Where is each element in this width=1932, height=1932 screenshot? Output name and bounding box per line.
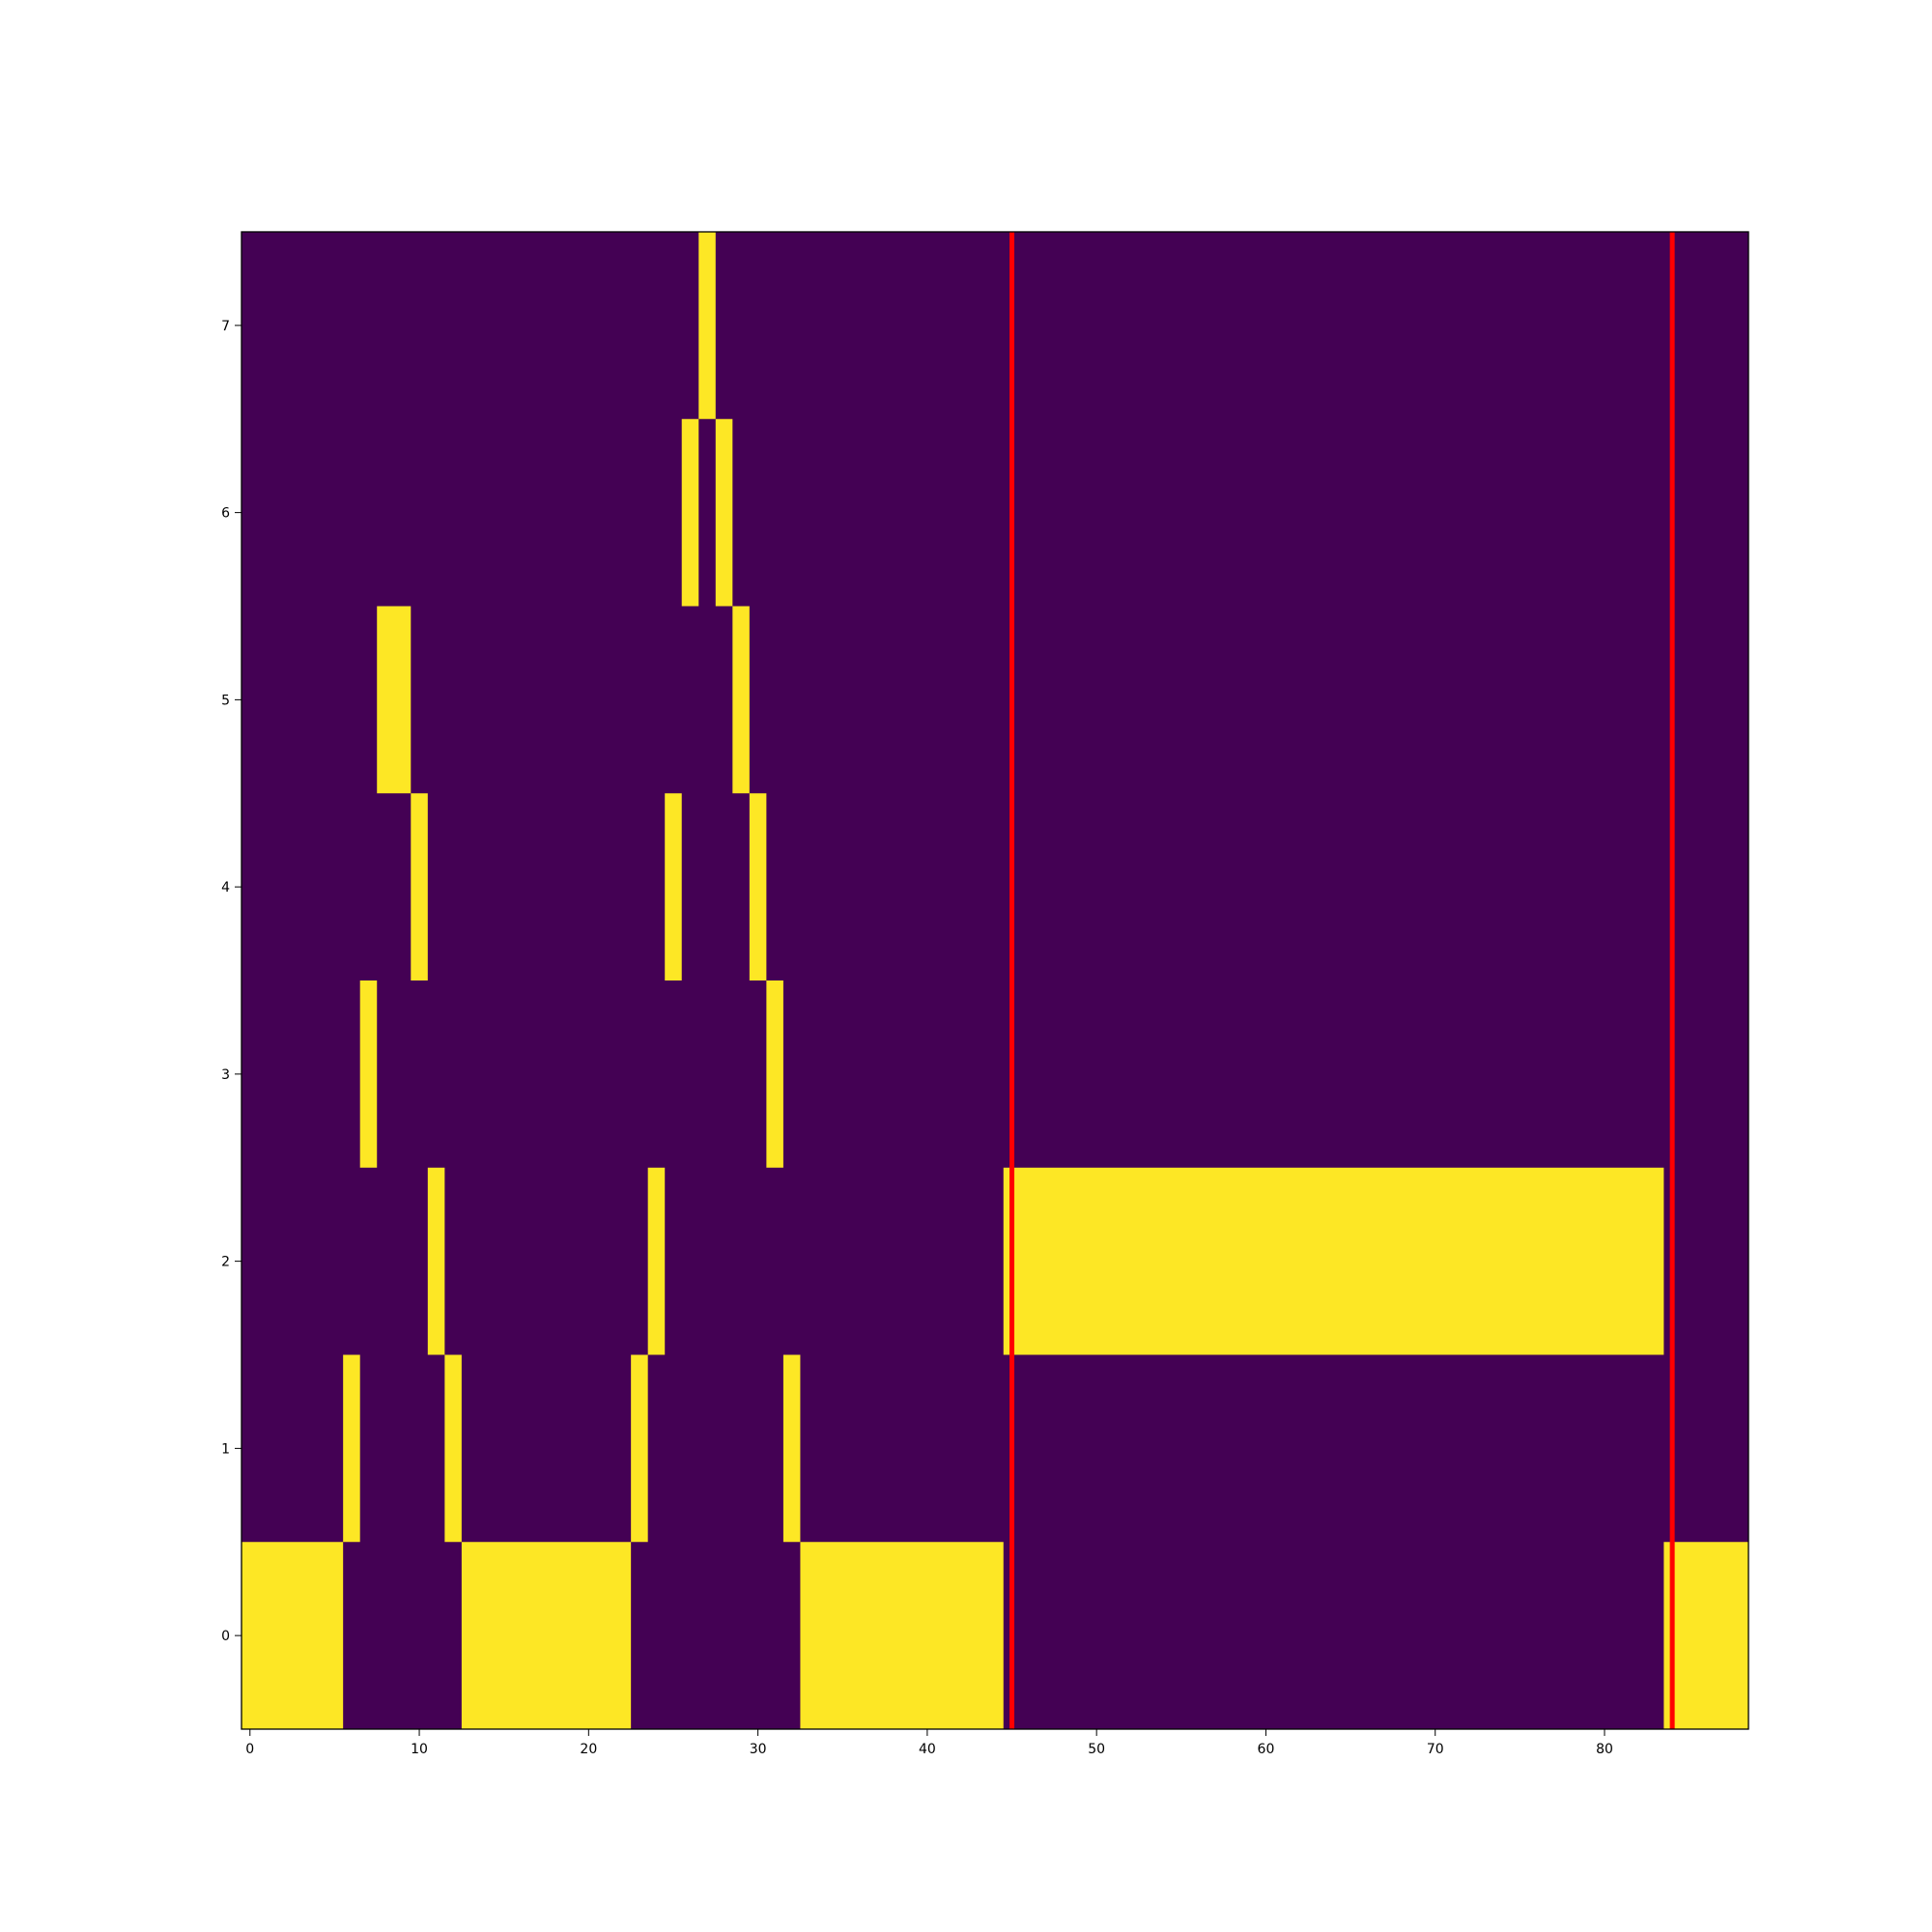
x-tick-label: 60 (1258, 1742, 1275, 1757)
active-cell-run (444, 1354, 462, 1543)
x-tick-label: 80 (1596, 1742, 1613, 1757)
active-cells (242, 232, 1748, 1729)
x-tick-label: 30 (750, 1742, 767, 1757)
x-axis: 0 10 20 30 40 50 60 70 80 (245, 1729, 1613, 1757)
active-cell-run (461, 1542, 632, 1729)
active-cell-run (715, 418, 733, 607)
active-cell-run (631, 1354, 648, 1543)
active-cell-run (377, 606, 412, 794)
y-tick-label: 7 (221, 319, 230, 334)
x-tick-label: 50 (1088, 1742, 1105, 1757)
x-tick-label: 10 (411, 1742, 428, 1757)
active-cell-run (800, 1542, 1004, 1729)
active-cell-run (1003, 1167, 1664, 1355)
x-tick-label: 20 (580, 1742, 597, 1757)
y-tick-label: 6 (221, 506, 230, 522)
active-cell-run (766, 980, 783, 1168)
active-cell-run (732, 606, 750, 794)
x-tick-label: 70 (1427, 1742, 1444, 1757)
y-tick-label: 2 (221, 1255, 230, 1270)
active-cell-run (1663, 1542, 1748, 1729)
y-tick-label: 0 (221, 1629, 230, 1644)
active-cell-run (782, 1354, 801, 1543)
active-cell-run (749, 793, 767, 980)
active-cell-run (647, 1167, 666, 1355)
y-tick-label: 4 (221, 880, 230, 895)
y-tick-label: 1 (221, 1441, 230, 1457)
active-cell-run (665, 793, 682, 980)
y-axis: 0 1 2 3 4 5 6 7 (221, 319, 242, 1644)
active-cell-run (681, 418, 699, 607)
plot-frame (241, 231, 1749, 1730)
active-cell-run (411, 793, 428, 980)
active-cell-run (359, 980, 378, 1168)
x-tick-label: 0 (245, 1742, 254, 1757)
y-tick-label: 5 (221, 693, 230, 708)
marker-lines (1009, 232, 1675, 1729)
active-cell-run (427, 1167, 445, 1355)
y-tick-label: 3 (221, 1067, 230, 1083)
active-cell-run (343, 1354, 360, 1543)
active-cell-run (242, 1542, 344, 1729)
plot-background (242, 232, 1748, 1729)
active-cell-run (698, 232, 716, 419)
x-tick-label: 40 (919, 1742, 936, 1757)
